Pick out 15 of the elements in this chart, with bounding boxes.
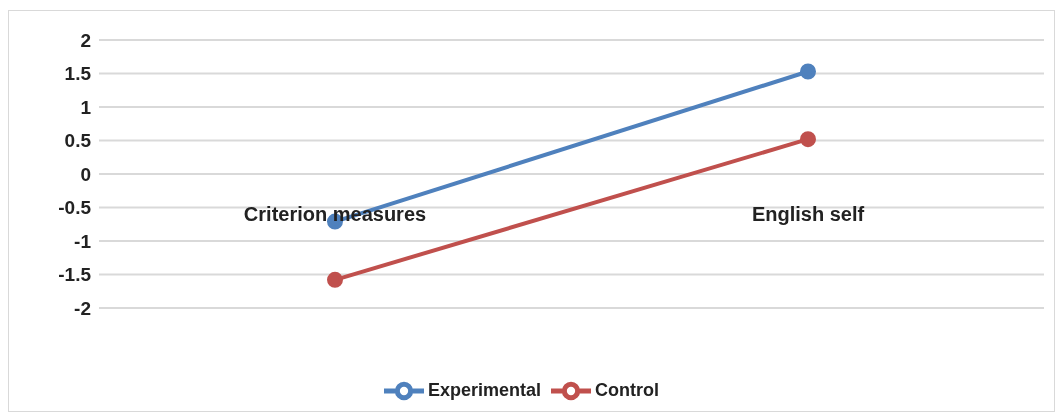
legend-label: Control [595,379,660,400]
y-tick-label: 1 [80,96,92,118]
y-tick-label: 0.5 [64,130,92,152]
y-tick-label: -0.5 [58,197,92,219]
y-tick-label: 2 [80,29,91,51]
y-tick-label: -1.5 [58,264,92,286]
y-tick-label: 0 [80,163,91,185]
y-tick-label: -2 [74,297,91,319]
x-tick-label: English self [751,203,865,225]
point [800,131,816,148]
legend-label: Experimental [427,379,542,400]
point [327,271,343,288]
y-tick-label: 1.5 [64,63,92,85]
y-tick-label: -1 [74,230,92,252]
point [800,63,816,80]
